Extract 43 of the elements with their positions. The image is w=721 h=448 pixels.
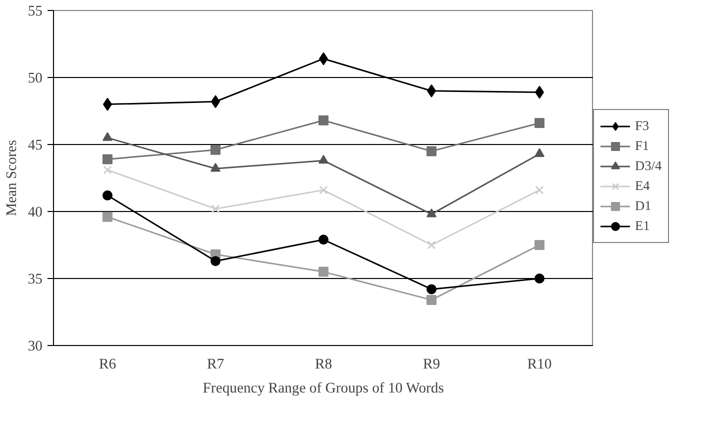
point [318, 266, 328, 277]
x-tick-label: R7 [206, 356, 224, 372]
point [102, 212, 112, 222]
y-tick-label: 45 [28, 138, 42, 154]
x-tick-label: R10 [527, 356, 552, 372]
point [318, 154, 328, 164]
x-tick-label: R9 [422, 356, 440, 372]
y-tick-label: 30 [28, 338, 42, 354]
legend-label: F1 [635, 138, 650, 154]
point [103, 166, 112, 174]
x-axis-title: Frequency Range of Groups of 10 Words [202, 380, 444, 396]
legend-label: F3 [635, 118, 650, 134]
point [318, 115, 328, 126]
legend-label: D1 [635, 198, 652, 214]
y-axis-title: Mean Scores [4, 140, 20, 216]
point [210, 162, 220, 172]
legend-label: D3/4 [635, 158, 662, 174]
point [319, 186, 328, 194]
point [318, 234, 328, 245]
point [535, 186, 544, 194]
point [102, 190, 112, 200]
point [210, 144, 220, 155]
y-tick-label: 55 [28, 4, 42, 20]
point [426, 294, 436, 305]
x-tick-label: R6 [98, 356, 116, 372]
x-tick-label: R8 [314, 356, 332, 372]
point [426, 146, 436, 156]
point [534, 274, 544, 284]
point [534, 118, 544, 128]
legend-label: E4 [635, 178, 651, 194]
point [534, 240, 544, 250]
y-tick-label: 35 [28, 272, 42, 288]
point [427, 240, 436, 250]
point [426, 208, 436, 218]
point [210, 256, 220, 266]
point [211, 204, 220, 214]
point [426, 284, 436, 294]
y-tick-label: 40 [28, 204, 42, 220]
point [534, 148, 544, 157]
y-tick-label: 50 [28, 70, 42, 86]
point [102, 132, 112, 141]
point [102, 154, 112, 164]
legend-label: E1 [635, 218, 651, 234]
